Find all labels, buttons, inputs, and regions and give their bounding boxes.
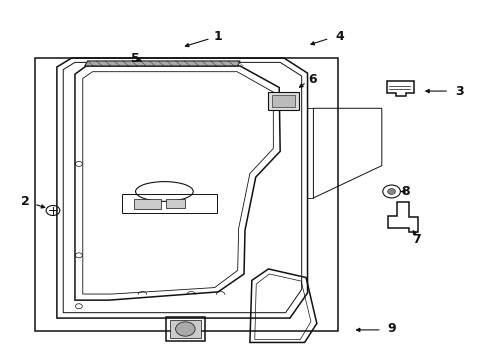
Text: 9: 9 — [387, 322, 396, 335]
Bar — [35, 58, 338, 330]
Text: 8: 8 — [401, 185, 410, 198]
Text: 7: 7 — [413, 233, 421, 246]
Bar — [166, 199, 185, 208]
Bar — [170, 320, 201, 338]
Text: 5: 5 — [131, 51, 140, 64]
Bar — [269, 92, 299, 110]
Circle shape — [175, 322, 195, 336]
Bar — [134, 199, 161, 210]
Text: 6: 6 — [308, 73, 317, 86]
Bar — [272, 95, 295, 107]
Text: 1: 1 — [214, 30, 222, 43]
Bar — [166, 318, 205, 341]
Polygon shape — [85, 61, 240, 66]
Bar — [122, 194, 217, 213]
Text: 3: 3 — [456, 85, 465, 98]
Text: 2: 2 — [21, 195, 29, 208]
Text: 4: 4 — [336, 30, 344, 43]
Circle shape — [388, 189, 395, 194]
